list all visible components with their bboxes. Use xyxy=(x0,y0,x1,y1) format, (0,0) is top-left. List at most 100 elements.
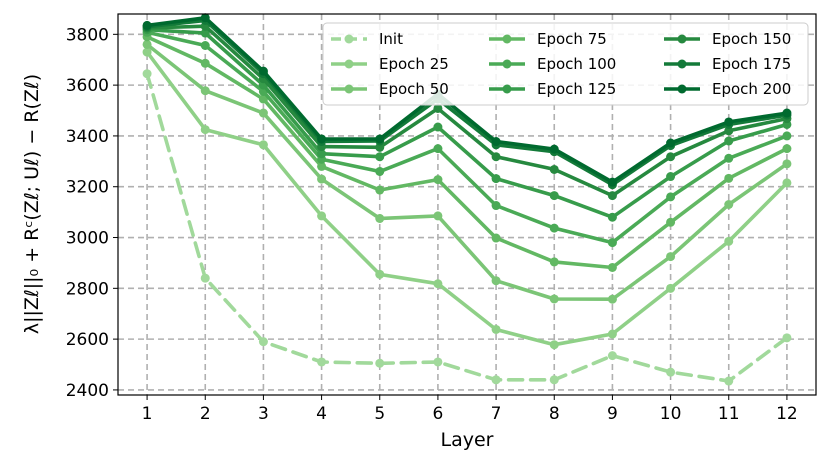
data-point xyxy=(724,376,734,386)
data-point xyxy=(491,375,501,385)
data-point xyxy=(200,28,210,38)
data-point xyxy=(549,191,559,201)
data-point xyxy=(200,58,210,68)
data-point xyxy=(549,294,559,304)
x-tick-label: 1 xyxy=(142,404,153,424)
data-point xyxy=(666,152,676,162)
x-axis-title: Layer xyxy=(441,429,494,451)
data-point xyxy=(549,375,559,385)
data-point xyxy=(491,137,501,147)
legend-box xyxy=(322,22,809,106)
data-point xyxy=(433,103,443,113)
data-point xyxy=(782,108,792,118)
legend-marker xyxy=(677,84,687,94)
legend-marker xyxy=(344,34,354,44)
data-point xyxy=(258,140,268,150)
legend-marker xyxy=(344,59,354,69)
legend-item: Epoch 75 xyxy=(489,30,607,48)
axis-ticks: 1 2 3 4 5 6 7 8 9 10 11 122400260028003000320034003… xyxy=(66,25,798,424)
data-point xyxy=(724,236,734,246)
series-line xyxy=(145,35,789,270)
legend-label: Epoch 50 xyxy=(379,80,449,98)
data-point xyxy=(666,252,676,262)
legend-marker xyxy=(502,59,512,69)
data-point xyxy=(258,108,268,118)
data-point xyxy=(607,294,617,304)
x-tick-label: 8 xyxy=(549,404,560,424)
data-point xyxy=(433,122,443,132)
legend-item: Epoch 50 xyxy=(331,80,449,98)
y-tick-label: 2400 xyxy=(66,381,109,401)
data-point xyxy=(607,238,617,248)
legend: Init Epoch 25 Epoch 50 Epoch 75 Epoch 100 Epo… xyxy=(322,22,809,106)
legend-label: Init xyxy=(379,30,403,48)
data-point xyxy=(491,324,501,334)
data-point xyxy=(375,358,385,368)
legend-label: Epoch 125 xyxy=(537,80,616,98)
data-point xyxy=(200,125,210,135)
data-point xyxy=(549,144,559,154)
x-tick-label: 4 xyxy=(316,404,327,424)
data-point xyxy=(200,86,210,96)
data-point xyxy=(142,20,152,30)
data-point xyxy=(200,273,210,283)
data-point xyxy=(258,66,268,76)
data-point xyxy=(607,191,617,201)
data-point xyxy=(782,333,792,343)
data-point xyxy=(491,152,501,162)
y-tick-label: 3800 xyxy=(66,25,109,45)
legend-marker xyxy=(344,84,354,94)
legend-marker xyxy=(502,84,512,94)
series-line xyxy=(145,42,789,302)
x-tick-label: 5 xyxy=(374,404,385,424)
series-epoch-50 xyxy=(142,39,792,304)
data-point xyxy=(200,40,210,50)
data-point xyxy=(607,329,617,339)
y-tick-label: 2600 xyxy=(66,330,109,350)
data-point xyxy=(491,233,501,243)
y-axis-title: λ||Zℓ||₀ + Rᶜ(Zℓ; Uℓ) − R(Zℓ) xyxy=(21,74,43,334)
legend-marker xyxy=(677,59,687,69)
series-init xyxy=(142,69,792,386)
legend-label: Epoch 175 xyxy=(712,55,791,73)
series-line xyxy=(145,50,789,347)
data-point xyxy=(317,357,327,367)
data-point xyxy=(666,172,676,182)
data-point xyxy=(607,262,617,272)
x-tick-label: 10 xyxy=(660,404,682,424)
legend-label: Epoch 100 xyxy=(537,55,616,73)
series-epoch-100 xyxy=(142,27,792,248)
legend-item: Epoch 150 xyxy=(664,30,791,48)
data-point xyxy=(666,138,676,148)
data-point xyxy=(607,212,617,222)
data-point xyxy=(724,173,734,183)
series-line xyxy=(145,71,789,383)
series-line xyxy=(145,30,789,245)
plot-frame xyxy=(117,13,817,396)
legend-label: Epoch 75 xyxy=(537,30,607,48)
data-point xyxy=(782,131,792,141)
data-point xyxy=(724,153,734,163)
data-point xyxy=(724,117,734,127)
legend-label: Epoch 25 xyxy=(379,55,449,73)
x-tick-label: 7 xyxy=(491,404,502,424)
data-point xyxy=(491,201,501,211)
data-point xyxy=(433,175,443,185)
data-point xyxy=(724,200,734,209)
data-point xyxy=(782,178,792,188)
legend-item: Epoch 25 xyxy=(331,55,449,73)
legend-item: Epoch 175 xyxy=(664,55,791,73)
series-lines xyxy=(142,13,792,386)
data-point xyxy=(549,223,559,233)
legend-marker xyxy=(677,34,687,44)
series-epoch-200 xyxy=(142,13,792,187)
data-point xyxy=(258,337,268,347)
x-tick-label: 12 xyxy=(776,404,798,424)
y-tick-label: 3600 xyxy=(66,76,109,96)
data-point xyxy=(375,185,385,195)
legend-label: Epoch 150 xyxy=(712,30,791,48)
data-point xyxy=(317,161,327,171)
y-tick-label: 3000 xyxy=(66,229,109,249)
data-point xyxy=(433,279,443,289)
